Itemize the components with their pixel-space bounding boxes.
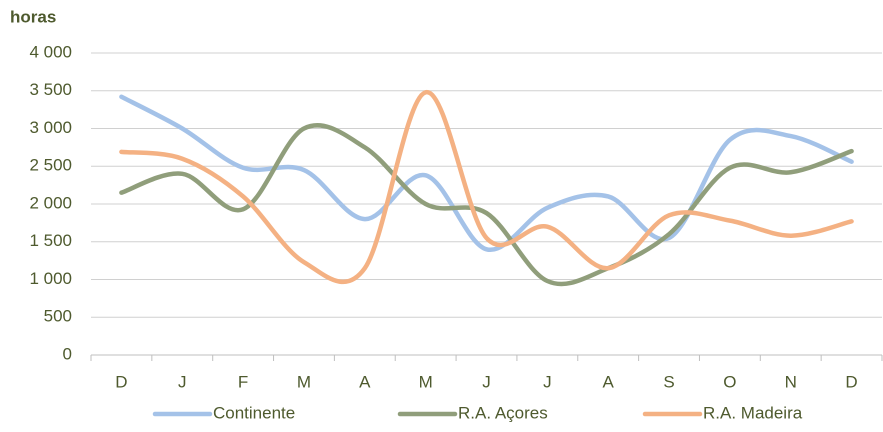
y-tick-label: 500 <box>44 307 72 326</box>
x-tick-label: D <box>845 372 857 391</box>
chart-title: horas <box>10 7 56 26</box>
legend-label: R.A. Madeira <box>703 403 803 422</box>
y-tick-label: 4 000 <box>29 42 72 61</box>
y-tick-label: 1 000 <box>29 269 72 288</box>
x-tick-label: N <box>785 372 797 391</box>
x-tick-label: A <box>359 372 371 391</box>
x-tick-label: F <box>238 372 248 391</box>
x-tick-label: M <box>297 372 311 391</box>
series-line <box>119 94 854 252</box>
y-tick-label: 3 500 <box>29 80 72 99</box>
y-tick-label: 2 000 <box>29 193 72 212</box>
x-tick-label: D <box>115 372 127 391</box>
x-tick-label: J <box>482 372 491 391</box>
y-tick-label: 2 500 <box>29 156 72 175</box>
y-tick-label: 3 000 <box>29 118 72 137</box>
legend-label: R.A. Açores <box>458 403 548 422</box>
series-line <box>119 123 854 287</box>
legend-label: Continente <box>213 403 295 422</box>
x-tick-label: O <box>723 372 736 391</box>
x-tick-label: J <box>543 372 552 391</box>
series-line <box>119 90 854 284</box>
x-tick-label: A <box>603 372 615 391</box>
x-tick-label: S <box>663 372 674 391</box>
y-tick-label: 0 <box>63 344 72 363</box>
y-tick-label: 1 500 <box>29 231 72 250</box>
x-tick-label: M <box>419 372 433 391</box>
x-tick-label: J <box>178 372 187 391</box>
